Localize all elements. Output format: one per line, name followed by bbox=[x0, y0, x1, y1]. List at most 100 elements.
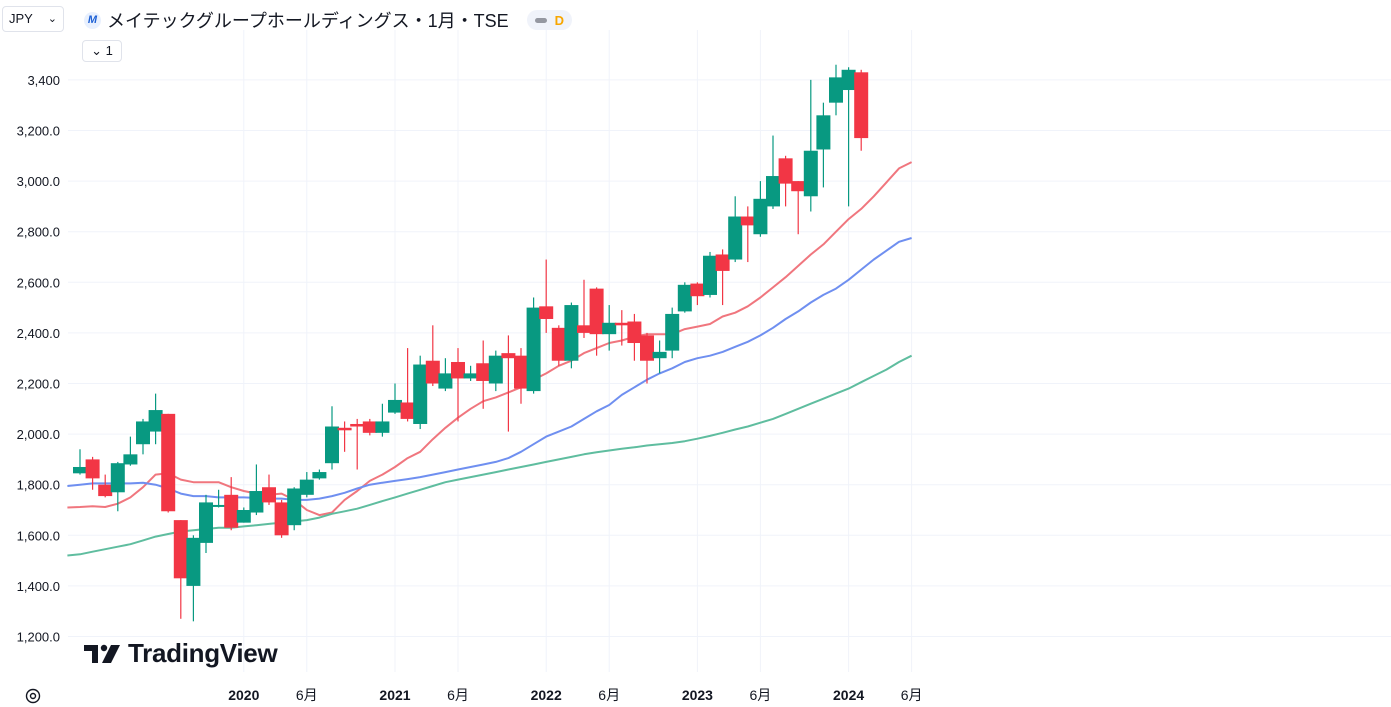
candle[interactable] bbox=[766, 135, 780, 209]
gear-icon[interactable] bbox=[24, 687, 42, 705]
candle[interactable] bbox=[791, 181, 806, 235]
grid-lines bbox=[68, 30, 1391, 672]
candle[interactable] bbox=[186, 535, 201, 622]
chevron-down-icon: ⌄ bbox=[47, 13, 57, 25]
candle[interactable] bbox=[236, 507, 251, 523]
candle[interactable] bbox=[551, 325, 566, 366]
time-tick-label: 2022 bbox=[531, 687, 562, 703]
candle[interactable] bbox=[287, 487, 302, 531]
candle[interactable] bbox=[652, 340, 667, 374]
candle[interactable] bbox=[337, 421, 352, 452]
candle[interactable] bbox=[589, 287, 604, 356]
candle[interactable] bbox=[375, 403, 390, 437]
candle[interactable] bbox=[577, 279, 591, 338]
candle[interactable] bbox=[211, 489, 226, 508]
currency-selector[interactable]: JPY ⌄ bbox=[2, 6, 64, 32]
candle[interactable] bbox=[728, 196, 743, 263]
candle[interactable] bbox=[816, 102, 831, 188]
candle[interactable] bbox=[425, 325, 440, 387]
candle[interactable] bbox=[274, 499, 289, 538]
candle[interactable] bbox=[740, 206, 755, 263]
candle[interactable] bbox=[627, 313, 642, 361]
candle[interactable] bbox=[249, 464, 264, 516]
candle-body bbox=[829, 77, 843, 103]
candle-body bbox=[199, 502, 213, 543]
candle[interactable] bbox=[602, 305, 617, 351]
price-tick-label: 1,800.0 bbox=[17, 478, 60, 493]
candle[interactable] bbox=[829, 64, 843, 116]
candle[interactable] bbox=[526, 297, 541, 394]
candle[interactable] bbox=[312, 469, 327, 480]
candle[interactable] bbox=[677, 282, 692, 313]
logo-text: TradingView bbox=[128, 638, 278, 668]
candle[interactable] bbox=[665, 307, 680, 359]
ma-line bbox=[67, 161, 913, 517]
price-tick-label: 2,400.0 bbox=[17, 326, 60, 341]
candle[interactable] bbox=[451, 348, 465, 422]
time-axis[interactable]: 2020 6月 2021 6月 2022 6月 2023 6月 2024 6月 bbox=[228, 687, 922, 703]
candle[interactable] bbox=[488, 350, 503, 392]
candle-body bbox=[211, 504, 226, 507]
candle[interactable] bbox=[350, 418, 365, 470]
candlesticks[interactable] bbox=[73, 64, 869, 622]
time-tick-label: 6月 bbox=[750, 687, 772, 703]
candle[interactable] bbox=[136, 418, 150, 455]
candle[interactable] bbox=[514, 348, 528, 404]
candle[interactable] bbox=[614, 310, 629, 346]
candle[interactable] bbox=[299, 472, 314, 498]
candle[interactable] bbox=[362, 418, 377, 436]
candle[interactable] bbox=[110, 461, 125, 512]
candle[interactable] bbox=[715, 249, 730, 306]
indicators-toggle-button[interactable]: ⌄ 1 bbox=[82, 40, 122, 62]
candle[interactable] bbox=[400, 348, 415, 422]
candle-body bbox=[173, 520, 188, 579]
tradingview-mark-icon bbox=[84, 644, 120, 663]
price-tick-label: 1,200.0 bbox=[17, 630, 60, 645]
price-axis[interactable]: 1,200.0 1,400.0 1,600.0 1,800.0 2,000.0 2,200… bbox=[17, 73, 60, 645]
time-tick-label: 6月 bbox=[901, 687, 923, 703]
candle[interactable] bbox=[854, 69, 869, 151]
candle[interactable] bbox=[199, 494, 213, 554]
candle[interactable] bbox=[325, 406, 339, 470]
candle[interactable] bbox=[564, 302, 579, 369]
candle[interactable] bbox=[148, 393, 163, 445]
candle[interactable] bbox=[73, 449, 87, 475]
candle[interactable] bbox=[753, 181, 768, 237]
ma-line bbox=[67, 237, 912, 501]
candle[interactable] bbox=[224, 477, 239, 531]
candle[interactable] bbox=[438, 358, 453, 392]
candle[interactable] bbox=[640, 332, 654, 384]
candle-body bbox=[299, 479, 314, 495]
chevron-down-icon: ⌄ bbox=[91, 43, 103, 58]
candle[interactable] bbox=[98, 474, 113, 498]
candle-body bbox=[652, 351, 667, 359]
candle[interactable] bbox=[161, 413, 176, 513]
candle[interactable] bbox=[85, 456, 100, 490]
candle[interactable] bbox=[262, 474, 276, 505]
data-status-badge[interactable]: D bbox=[526, 10, 572, 30]
symbol-legend[interactable]: M メイテックグループホールディングス・1月・TSE D bbox=[84, 8, 572, 32]
candle[interactable] bbox=[173, 520, 188, 619]
candle[interactable] bbox=[703, 251, 717, 298]
candle[interactable] bbox=[388, 383, 402, 414]
candle-body bbox=[514, 355, 528, 389]
candle-body bbox=[362, 421, 377, 433]
candle[interactable] bbox=[778, 155, 793, 207]
candle-body bbox=[400, 402, 415, 419]
candle-body bbox=[665, 313, 680, 351]
candle-body bbox=[249, 491, 264, 513]
candle-body bbox=[551, 327, 566, 361]
candle[interactable] bbox=[539, 259, 554, 333]
candle[interactable] bbox=[501, 335, 516, 432]
candle[interactable] bbox=[413, 355, 428, 430]
candle[interactable] bbox=[123, 436, 138, 466]
candle[interactable] bbox=[690, 282, 705, 306]
candle[interactable] bbox=[476, 340, 491, 409]
candle[interactable] bbox=[463, 365, 478, 381]
candle-body bbox=[627, 321, 642, 344]
candle-body bbox=[224, 494, 239, 528]
candle[interactable] bbox=[803, 79, 818, 212]
symbol-title[interactable]: メイテックグループホールディングス・1月・TSE bbox=[107, 11, 509, 31]
candle[interactable] bbox=[841, 67, 856, 207]
